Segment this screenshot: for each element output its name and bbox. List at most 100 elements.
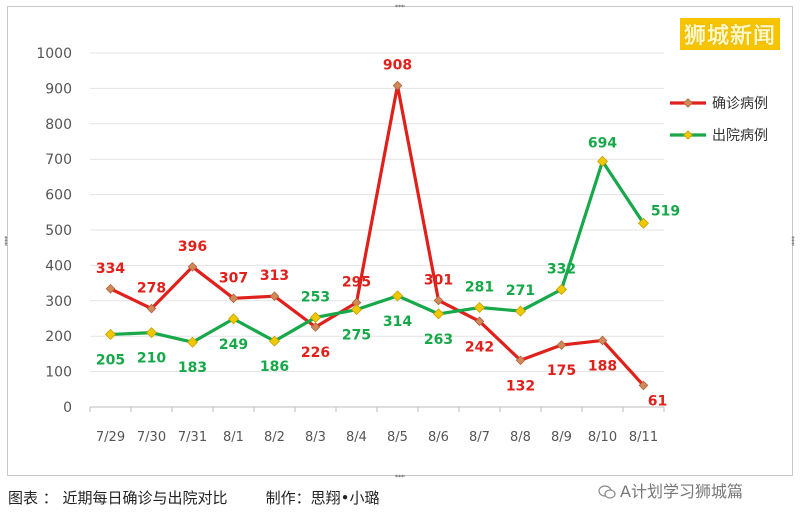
x-tick-label: 8/8 bbox=[510, 430, 531, 445]
x-tick-label: 8/5 bbox=[387, 430, 408, 445]
series-lines bbox=[104, 80, 650, 391]
y-tick-label: 400 bbox=[45, 258, 72, 274]
data-point bbox=[104, 328, 117, 340]
credit-text: A计划学习狮城篇 bbox=[620, 482, 743, 501]
data-point bbox=[597, 335, 608, 346]
data-point bbox=[186, 336, 199, 348]
data-point bbox=[433, 295, 444, 306]
y-tick-label: 100 bbox=[45, 365, 72, 381]
x-tick-label: 8/1 bbox=[223, 430, 244, 445]
data-label: 278 bbox=[137, 281, 166, 297]
y-tick-label: 500 bbox=[45, 223, 72, 239]
data-label: 132 bbox=[506, 378, 535, 394]
data-label: 307 bbox=[219, 270, 248, 286]
x-tick-label: 7/29 bbox=[96, 430, 125, 445]
data-point bbox=[473, 302, 486, 314]
y-tick-label: 1000 bbox=[36, 46, 72, 62]
x-tick-label: 8/10 bbox=[588, 430, 617, 445]
data-point bbox=[187, 262, 198, 272]
data-label: 519 bbox=[651, 203, 680, 219]
x-tick-label: 8/2 bbox=[264, 430, 285, 445]
x-tick-label: 8/9 bbox=[551, 430, 572, 445]
legend-label: 出院病例 bbox=[712, 128, 768, 144]
y-tick-label: 700 bbox=[45, 152, 72, 168]
data-point bbox=[637, 217, 650, 229]
data-label: 242 bbox=[465, 339, 494, 355]
data-label: 275 bbox=[342, 328, 371, 344]
data-label: 210 bbox=[137, 351, 166, 367]
data-point bbox=[146, 303, 157, 314]
data-label: 249 bbox=[219, 337, 248, 353]
resize-handle-left[interactable] bbox=[3, 236, 9, 246]
legend-marker bbox=[683, 98, 693, 108]
data-label: 314 bbox=[383, 314, 412, 330]
data-point bbox=[432, 308, 445, 320]
x-axis-ticks: 7/29 7/30 7/31 8/1 8/2 8/3 8/4 8/5 8/6 8/7 8/8 8/9 8… bbox=[89, 407, 665, 445]
watermark-logo: 狮城新闻 bbox=[680, 18, 781, 50]
data-label: 61 bbox=[648, 393, 667, 409]
data-point bbox=[269, 291, 280, 302]
y-tick-label: 300 bbox=[45, 294, 72, 310]
y-tick-label: 200 bbox=[45, 329, 72, 345]
data-point bbox=[227, 313, 240, 325]
data-label: 263 bbox=[424, 332, 453, 348]
series-line-confirmed bbox=[109, 83, 645, 387]
data-point bbox=[514, 305, 527, 317]
data-point bbox=[638, 380, 649, 391]
chart-caption: 图表 ： 近期每日确诊与出院对比 制作：思翔•小璐 bbox=[8, 489, 380, 507]
data-point bbox=[309, 311, 322, 323]
data-point bbox=[474, 316, 485, 327]
data-point bbox=[350, 304, 363, 316]
wechat-icon bbox=[598, 485, 616, 499]
data-point bbox=[555, 283, 568, 295]
data-point bbox=[105, 283, 116, 294]
y-tick-label: 800 bbox=[45, 117, 72, 133]
x-tick-label: 8/4 bbox=[346, 430, 367, 445]
data-label: 295 bbox=[342, 275, 371, 291]
y-tick-label: 0 bbox=[63, 400, 72, 416]
data-label: 271 bbox=[506, 283, 535, 299]
data-point bbox=[268, 335, 281, 347]
source-credit: A计划学习狮城篇 bbox=[598, 478, 743, 502]
data-label: 188 bbox=[588, 358, 617, 374]
data-point bbox=[392, 80, 403, 91]
y-tick-label: 900 bbox=[45, 81, 72, 97]
data-label: 183 bbox=[178, 360, 207, 376]
data-label: 281 bbox=[465, 280, 494, 296]
y-tick-label: 600 bbox=[45, 188, 72, 204]
data-labels: 334 278 396 307 313 226 295 908 301 242 132 175 188 6… bbox=[96, 58, 680, 410]
data-label: 205 bbox=[96, 352, 125, 368]
data-point bbox=[556, 340, 567, 350]
data-point bbox=[310, 322, 321, 332]
resize-handle-top[interactable] bbox=[395, 3, 405, 9]
x-tick-label: 7/30 bbox=[137, 430, 166, 445]
y-axis-ticks: 0 100 200 300 400 500 600 700 800 900 1000 bbox=[36, 46, 72, 416]
data-label: 226 bbox=[301, 345, 330, 361]
gridlines bbox=[90, 52, 664, 408]
data-point bbox=[228, 293, 239, 304]
data-label: 253 bbox=[301, 289, 330, 305]
data-label: 908 bbox=[383, 58, 412, 74]
resize-handle-bottom[interactable] bbox=[395, 473, 405, 479]
x-tick-label: 8/3 bbox=[305, 430, 326, 445]
legend-marker bbox=[683, 130, 693, 140]
data-label: 301 bbox=[424, 272, 453, 288]
data-point bbox=[596, 155, 609, 167]
x-tick-label: 8/7 bbox=[469, 430, 490, 445]
x-tick-label: 7/31 bbox=[178, 430, 207, 445]
data-label: 313 bbox=[260, 268, 289, 284]
data-label: 396 bbox=[178, 239, 207, 255]
resize-handle-right[interactable] bbox=[790, 236, 796, 246]
x-tick-label: 8/6 bbox=[428, 430, 449, 445]
data-point bbox=[515, 355, 526, 366]
data-label: 694 bbox=[588, 135, 617, 151]
data-label: 175 bbox=[547, 363, 576, 379]
data-point bbox=[145, 327, 158, 339]
data-label: 332 bbox=[547, 261, 576, 277]
data-point bbox=[391, 290, 404, 302]
x-tick-label: 8/11 bbox=[629, 430, 658, 445]
legend-label: 确诊病例 bbox=[712, 96, 768, 112]
data-point bbox=[351, 297, 362, 308]
